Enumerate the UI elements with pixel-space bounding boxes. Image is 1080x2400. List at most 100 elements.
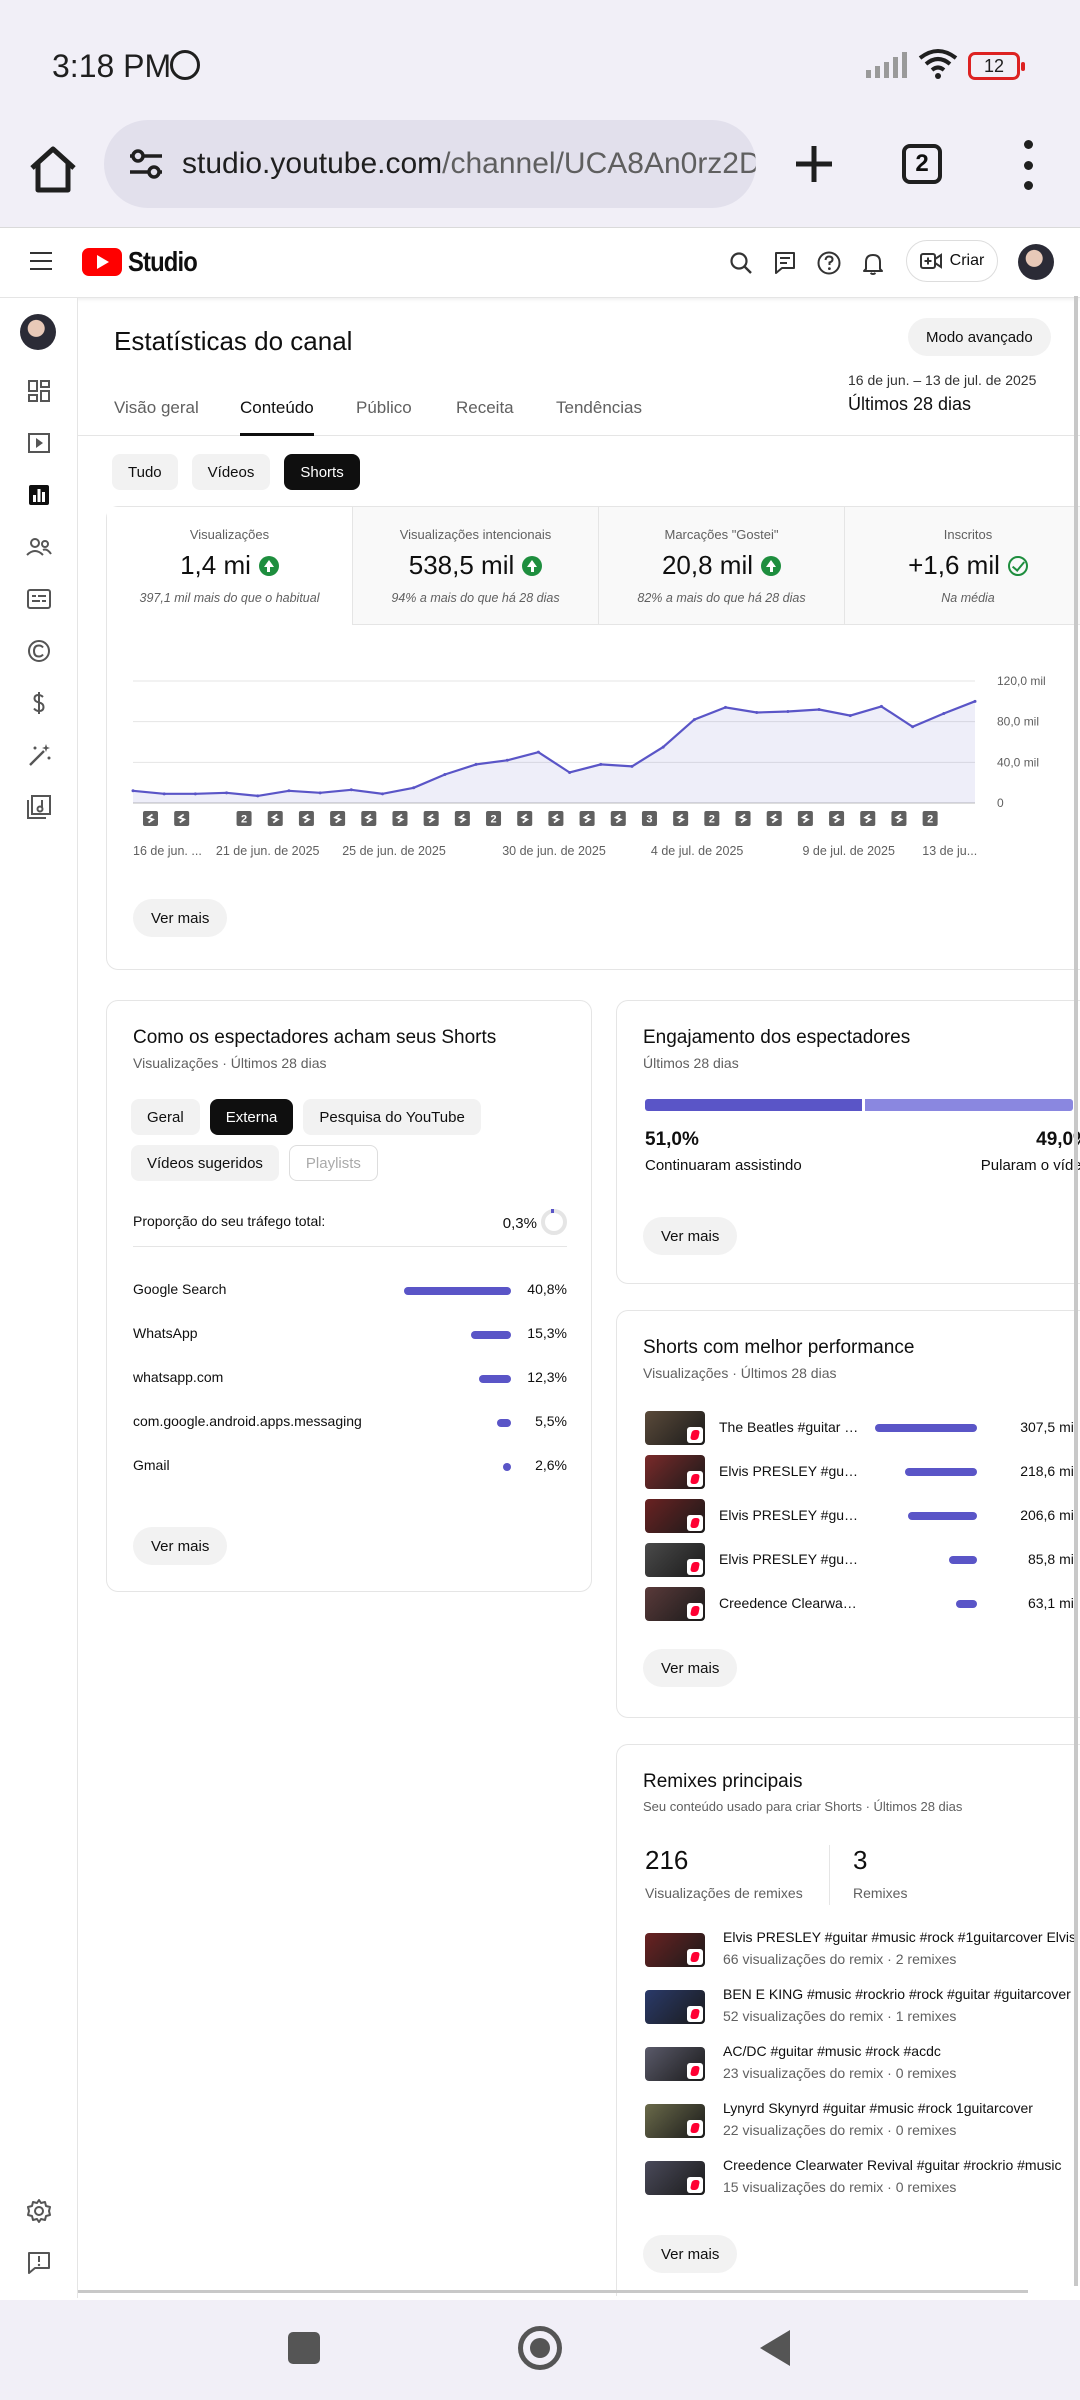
check-icon: [1007, 555, 1028, 576]
see-more-button[interactable]: Ver mais: [643, 1649, 738, 1687]
x-tick-label: 9 de jul. de 2025: [802, 844, 894, 858]
channel-avatar[interactable]: [20, 314, 56, 350]
menu-icon[interactable]: [30, 252, 52, 270]
top-short-row[interactable]: Elvis PRESLEY #guitar #music 218,6 mil: [645, 1455, 1077, 1489]
notifications-icon[interactable]: [860, 250, 886, 276]
area-fill: [133, 701, 975, 803]
studio-logo[interactable]: Studio: [82, 246, 209, 278]
top-short-row[interactable]: Creedence Clearwater Revival 63,1 mil: [645, 1587, 1077, 1621]
remix-row[interactable]: AC/DC #guitar #music #rock #acdc 23 visua…: [645, 2043, 1077, 2087]
remix-row[interactable]: Elvis PRESLEY #guitar #music #rock #1gui…: [645, 1929, 1077, 1973]
dashboard-icon[interactable]: [22, 374, 56, 408]
analytics-icon[interactable]: [22, 478, 56, 512]
vertical-scrollbar[interactable]: [1074, 296, 1078, 2286]
back-button[interactable]: [760, 2330, 790, 2366]
community-icon[interactable]: [22, 530, 56, 564]
content-icon[interactable]: [22, 426, 56, 460]
traffic-source-bar: [471, 1331, 511, 1339]
copyright-icon[interactable]: [22, 634, 56, 668]
traffic-source-row[interactable]: whatsapp.com 12,3%: [133, 1367, 567, 1391]
remix-row[interactable]: Creedence Clearwater Revival #guitar #ro…: [645, 2157, 1077, 2201]
shorts-icon: [687, 1427, 703, 1443]
date-period-selector[interactable]: Últimos 28 dias: [848, 394, 972, 414]
traffic-source-pct: 15,3%: [527, 1325, 567, 1341]
traffic-source-row[interactable]: Google Search 40,8%: [133, 1279, 567, 1303]
tab-content[interactable]: Conteúdo: [240, 394, 314, 436]
subtitles-icon[interactable]: [22, 582, 56, 616]
horizontal-scrollbar[interactable]: [78, 2290, 1028, 2293]
data-point: [505, 758, 509, 762]
short-thumbnail: [645, 2161, 705, 2195]
remix-meta: 22 visualizações do remix · 0 remixes: [723, 2122, 957, 2138]
top-short-bar: [875, 1424, 977, 1432]
tab-switcher-button[interactable]: 2: [902, 144, 942, 184]
date-range[interactable]: 16 de jun. – 13 de jul. de 2025: [848, 372, 1037, 388]
metric-label: Visualizações: [189, 527, 270, 542]
feedback-icon[interactable]: [772, 250, 798, 276]
shorts-marker-icon: [333, 813, 343, 824]
search-icon[interactable]: [728, 250, 754, 276]
trend-up-icon: [258, 555, 279, 576]
home-icon[interactable]: [24, 140, 82, 198]
traffic-source-name: Google Search: [133, 1281, 227, 1297]
see-more-button[interactable]: Ver mais: [643, 1217, 738, 1255]
site-settings-icon[interactable]: [124, 142, 168, 186]
metric-engaged-views[interactable]: Visualizações intencionais 538,5 mil 94%…: [353, 507, 599, 625]
chip-suggested-videos[interactable]: Vídeos sugeridos: [131, 1145, 279, 1181]
tab-trends[interactable]: Tendências: [556, 398, 643, 417]
account-avatar[interactable]: [1018, 244, 1054, 280]
see-more-button[interactable]: Ver mais: [643, 2235, 738, 2273]
recents-button[interactable]: [288, 2332, 320, 2364]
tab-overview[interactable]: Visão geral: [114, 398, 199, 417]
settings-icon[interactable]: [22, 2194, 56, 2228]
tab-audience[interactable]: Público: [356, 398, 412, 417]
upload-marker: [236, 811, 252, 826]
filter-videos[interactable]: Vídeos: [191, 454, 271, 490]
top-short-title: Elvis PRESLEY #guitar #music: [719, 1463, 859, 1479]
earn-icon[interactable]: [22, 686, 56, 720]
traffic-source-row[interactable]: WhatsApp 15,3%: [133, 1323, 567, 1347]
top-short-bar: [908, 1512, 977, 1520]
browser-toolbar: studio.youtube.com/channel/UCA8An0rz2DV …: [0, 120, 1080, 228]
home-button[interactable]: [518, 2326, 562, 2370]
metric-label: Marcações "Gostei": [664, 527, 779, 542]
traffic-source-row[interactable]: com.google.android.apps.messaging 5,5%: [133, 1411, 567, 1435]
metric-views[interactable]: Visualizações 1,4 mi 397,1 mil mais do q…: [107, 507, 353, 625]
audio-library-icon[interactable]: [22, 790, 56, 824]
chip-youtube-search[interactable]: Pesquisa do YouTube: [303, 1099, 481, 1135]
top-short-row[interactable]: Elvis PRESLEY #guitar #music 85,8 mil: [645, 1543, 1077, 1577]
metric-value: 1,4 mi: [180, 550, 251, 580]
filter-all[interactable]: Tudo: [112, 454, 178, 490]
see-more-button[interactable]: Ver mais: [133, 1527, 228, 1565]
tab-revenue[interactable]: Receita: [456, 398, 514, 417]
remix-row[interactable]: Lynyrd Skynyrd #guitar #music #rock 1gui…: [645, 2100, 1077, 2144]
views-chart[interactable]: 120,0 mil 80,0 mil 40,0 mil 0 2 2 3 2 2 16 de jun…: [107, 625, 1080, 875]
customization-icon[interactable]: [22, 738, 56, 772]
series-line: [132, 700, 976, 798]
browser-menu-icon[interactable]: [1018, 140, 1038, 190]
top-short-row[interactable]: Elvis PRESLEY #guitar #music 206,6 mil: [645, 1499, 1077, 1533]
remix-row[interactable]: BEN E KING #music #rockrio #rock #guitar…: [645, 1986, 1077, 2030]
shorts-icon: [687, 2063, 703, 2079]
views-chart-svg: 120,0 mil 80,0 mil 40,0 mil 0 2 2 3 2 2 16 de jun…: [131, 674, 1046, 858]
metric-tabs: Visualizações 1,4 mi 397,1 mil mais do q…: [107, 507, 1080, 625]
metric-likes[interactable]: Marcações "Gostei" 20,8 mil 82% a mais d…: [599, 507, 845, 625]
create-button[interactable]: Criar: [906, 240, 998, 282]
address-bar[interactable]: studio.youtube.com/channel/UCA8An0rz2DV: [104, 120, 756, 208]
data-point: [193, 792, 197, 796]
send-feedback-icon[interactable]: [22, 2246, 56, 2280]
filter-shorts[interactable]: Shorts: [284, 454, 360, 490]
top-short-row[interactable]: The Beatles #guitar #music 307,5 mil: [645, 1411, 1077, 1445]
traffic-source-row[interactable]: Gmail 2,6%: [133, 1455, 567, 1479]
traffic-source-name: com.google.android.apps.messaging: [133, 1413, 362, 1429]
chip-general[interactable]: Geral: [131, 1099, 200, 1135]
chip-external[interactable]: Externa: [209, 1099, 294, 1135]
advanced-mode-button[interactable]: Modo avançado: [908, 318, 1051, 356]
metric-subscribers[interactable]: Inscritos +1,6 mil Na média: [845, 507, 1080, 625]
shorts-marker-icon: [270, 813, 280, 824]
short-thumbnail: [645, 1933, 705, 1967]
new-tab-icon[interactable]: [790, 140, 838, 188]
help-icon[interactable]: [816, 250, 842, 276]
top-short-views: 85,8 mil: [1027, 1551, 1077, 1567]
see-more-button[interactable]: Ver mais: [133, 899, 228, 937]
